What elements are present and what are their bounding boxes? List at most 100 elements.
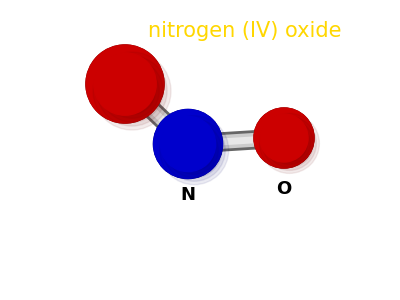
Circle shape	[184, 140, 192, 147]
Circle shape	[180, 136, 196, 152]
Circle shape	[261, 115, 307, 161]
Text: O: O	[276, 180, 292, 198]
Circle shape	[161, 117, 215, 171]
Circle shape	[177, 133, 212, 167]
Circle shape	[276, 130, 292, 146]
Circle shape	[180, 136, 208, 164]
Circle shape	[110, 69, 140, 99]
Circle shape	[98, 57, 152, 111]
Circle shape	[100, 59, 150, 109]
Circle shape	[162, 118, 214, 170]
Circle shape	[281, 135, 287, 141]
Circle shape	[182, 138, 194, 150]
Circle shape	[174, 130, 215, 171]
Circle shape	[176, 132, 200, 156]
Circle shape	[101, 59, 126, 84]
Circle shape	[159, 115, 217, 173]
Circle shape	[259, 113, 319, 173]
Circle shape	[274, 128, 304, 158]
Circle shape	[104, 64, 146, 104]
Circle shape	[177, 133, 199, 155]
Circle shape	[106, 64, 144, 104]
Circle shape	[88, 47, 162, 121]
Circle shape	[278, 131, 302, 155]
Circle shape	[184, 140, 192, 148]
Circle shape	[172, 128, 204, 160]
Circle shape	[102, 61, 148, 106]
Circle shape	[262, 116, 306, 160]
Circle shape	[157, 113, 219, 175]
Circle shape	[165, 121, 211, 167]
Circle shape	[256, 110, 312, 166]
Circle shape	[121, 80, 129, 88]
Circle shape	[179, 135, 197, 153]
Circle shape	[175, 131, 201, 157]
Circle shape	[169, 125, 207, 163]
Circle shape	[257, 111, 311, 165]
Circle shape	[120, 79, 144, 103]
Circle shape	[267, 121, 301, 155]
Circle shape	[174, 130, 202, 158]
Circle shape	[275, 129, 293, 147]
Circle shape	[110, 68, 141, 100]
Circle shape	[105, 64, 159, 118]
Circle shape	[116, 75, 148, 106]
Circle shape	[154, 110, 222, 178]
Circle shape	[166, 122, 210, 167]
Circle shape	[167, 123, 209, 165]
Circle shape	[108, 68, 142, 100]
Circle shape	[264, 118, 304, 158]
Circle shape	[266, 119, 285, 138]
Circle shape	[118, 77, 132, 91]
Circle shape	[283, 137, 285, 139]
Circle shape	[97, 56, 153, 112]
Circle shape	[116, 75, 134, 93]
Circle shape	[115, 74, 135, 94]
Circle shape	[282, 136, 286, 140]
Circle shape	[271, 125, 297, 151]
Circle shape	[156, 112, 220, 176]
Circle shape	[93, 52, 157, 116]
Circle shape	[91, 50, 159, 118]
Circle shape	[258, 112, 310, 164]
Circle shape	[277, 131, 291, 145]
Circle shape	[265, 119, 303, 157]
Circle shape	[160, 116, 229, 185]
Circle shape	[94, 53, 156, 115]
Text: N: N	[180, 186, 196, 204]
Circle shape	[186, 142, 190, 146]
Circle shape	[96, 55, 154, 113]
Circle shape	[167, 122, 189, 144]
Circle shape	[266, 119, 314, 167]
Circle shape	[264, 118, 304, 158]
Circle shape	[173, 129, 203, 159]
Circle shape	[268, 122, 300, 154]
Circle shape	[258, 112, 310, 164]
Circle shape	[187, 143, 189, 145]
Circle shape	[109, 68, 119, 77]
Circle shape	[184, 140, 204, 160]
Circle shape	[280, 134, 288, 142]
Circle shape	[270, 124, 298, 152]
Circle shape	[112, 71, 138, 97]
Circle shape	[102, 61, 148, 107]
Circle shape	[282, 136, 286, 140]
Circle shape	[109, 68, 156, 114]
Circle shape	[272, 126, 296, 150]
Circle shape	[86, 45, 164, 123]
Circle shape	[86, 45, 164, 123]
Circle shape	[113, 72, 137, 96]
Circle shape	[256, 110, 312, 166]
Circle shape	[279, 133, 289, 143]
Circle shape	[123, 82, 127, 86]
Circle shape	[181, 137, 195, 151]
Circle shape	[270, 124, 298, 152]
Circle shape	[269, 123, 299, 153]
Circle shape	[274, 128, 294, 148]
Circle shape	[108, 66, 142, 101]
Circle shape	[174, 130, 182, 138]
Circle shape	[262, 116, 306, 160]
Circle shape	[120, 79, 130, 89]
Circle shape	[271, 125, 307, 161]
Circle shape	[101, 60, 149, 108]
